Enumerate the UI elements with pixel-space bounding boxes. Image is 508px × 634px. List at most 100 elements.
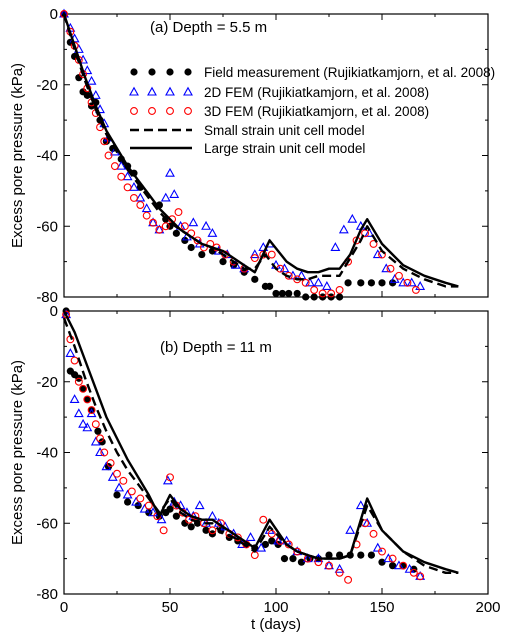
field-point	[251, 275, 259, 283]
field-point	[94, 427, 102, 435]
fem2d-point	[288, 270, 298, 280]
fem3d-point	[250, 254, 259, 263]
fem3d-point	[369, 239, 378, 248]
fem3d-point	[378, 547, 386, 556]
y-tick-label: -80	[36, 289, 58, 306]
fem3d-point	[369, 529, 378, 538]
fem2d-point	[207, 227, 218, 237]
legend-label: Small strain unit cell model	[204, 123, 365, 138]
fem3d-point	[174, 208, 183, 217]
fem3d-point	[96, 434, 104, 443]
fem2d-point	[364, 227, 375, 237]
fem3d-point	[208, 526, 217, 535]
fem3d-point	[193, 236, 202, 245]
legend-label: Field measurement (Rujikiatkamjorn, et a…	[204, 65, 495, 80]
fem2d-point	[78, 54, 89, 64]
field-point	[289, 555, 297, 563]
field-point	[202, 526, 210, 534]
fem2d-point	[245, 532, 256, 541]
field-point	[344, 279, 352, 287]
fem2d-point	[372, 542, 383, 552]
legend-fem3d-marker	[148, 107, 156, 115]
fem3d-point	[335, 285, 344, 294]
legend-field-marker	[130, 68, 138, 76]
fem3d-point	[310, 285, 319, 294]
fem2d-point	[65, 348, 76, 358]
y-tick-label: 0	[50, 6, 58, 23]
y-tick-label: -20	[36, 77, 58, 94]
field-point	[399, 562, 407, 570]
fem3d-point	[327, 289, 336, 298]
y-tick-label: -60	[36, 218, 58, 235]
legend-fem3d-marker	[184, 107, 192, 115]
fem3d-point	[91, 420, 100, 429]
fem2d-point	[406, 277, 417, 287]
fem2d-point	[160, 192, 171, 202]
fem2d-point	[86, 75, 97, 85]
fem3d-point	[136, 201, 145, 209]
field-point	[166, 505, 174, 513]
field-point	[268, 537, 276, 545]
fem2d-point	[122, 171, 133, 181]
legend: Field measurement (Rujikiatkamjorn, et a…	[129, 65, 495, 156]
legend-label: Large strain unit cell model	[204, 141, 365, 156]
fem2d-point	[338, 224, 349, 234]
fem2d-point	[165, 167, 175, 177]
field-point	[367, 551, 375, 559]
fem3d-point	[113, 469, 121, 478]
fem3d-point	[180, 222, 189, 231]
fem3d-point	[149, 218, 157, 227]
fem3d-point	[62, 310, 71, 319]
y-tick-label: -80	[36, 586, 58, 603]
field-point	[83, 91, 91, 99]
y-tick-label: -40	[36, 148, 58, 165]
fem2d-point	[114, 482, 125, 492]
fem3d-point	[267, 250, 276, 259]
fem2d-point	[73, 408, 84, 418]
fem3d-point	[386, 264, 395, 273]
field-point	[389, 562, 397, 570]
legend-fem2d-marker	[129, 86, 139, 96]
fem3d-point	[301, 278, 310, 287]
fem3d-point	[100, 448, 109, 457]
fem3d-point	[106, 459, 115, 468]
panel-title: (b) Depth = 11 m	[160, 339, 272, 356]
x-tick-label: 0	[60, 599, 68, 616]
fem2d-point	[355, 500, 366, 510]
fem2d-point	[304, 277, 315, 287]
fem3d-point	[161, 222, 170, 231]
y-tick-label: 0	[50, 303, 58, 320]
field-point	[302, 293, 310, 301]
fem3d-point	[344, 575, 353, 584]
y-tick-label: -20	[36, 374, 58, 391]
legend-fem2d-marker	[183, 86, 193, 96]
fem2d-point	[415, 281, 426, 290]
y-tick-label: -60	[36, 515, 58, 532]
fem3d-point	[399, 561, 408, 570]
field-point	[187, 243, 195, 252]
fem3d-point	[395, 271, 403, 280]
large-strain-curve	[62, 310, 459, 574]
field-point	[297, 558, 306, 566]
fem3d-point	[104, 151, 113, 160]
panel-title: (a) Depth = 5.5 m	[150, 19, 267, 36]
fem2d-point	[188, 217, 199, 227]
field-point	[113, 491, 121, 499]
field-point	[124, 498, 132, 506]
x-tick-label: 100	[263, 599, 288, 616]
field-point	[272, 289, 280, 298]
y-axis-label: Excess pore pressure (kPa)	[9, 360, 26, 545]
fem3d-point	[159, 526, 168, 535]
fem3d-point	[325, 561, 333, 570]
fem2d-point	[169, 189, 180, 198]
field-point	[378, 558, 386, 566]
fem2d-point	[82, 422, 93, 432]
field-point	[336, 293, 344, 301]
fem3d-point	[155, 225, 164, 234]
fem2d-point	[256, 542, 267, 552]
fem2d-point	[383, 553, 394, 563]
field-point	[367, 279, 375, 287]
fem3d-point	[127, 487, 136, 496]
